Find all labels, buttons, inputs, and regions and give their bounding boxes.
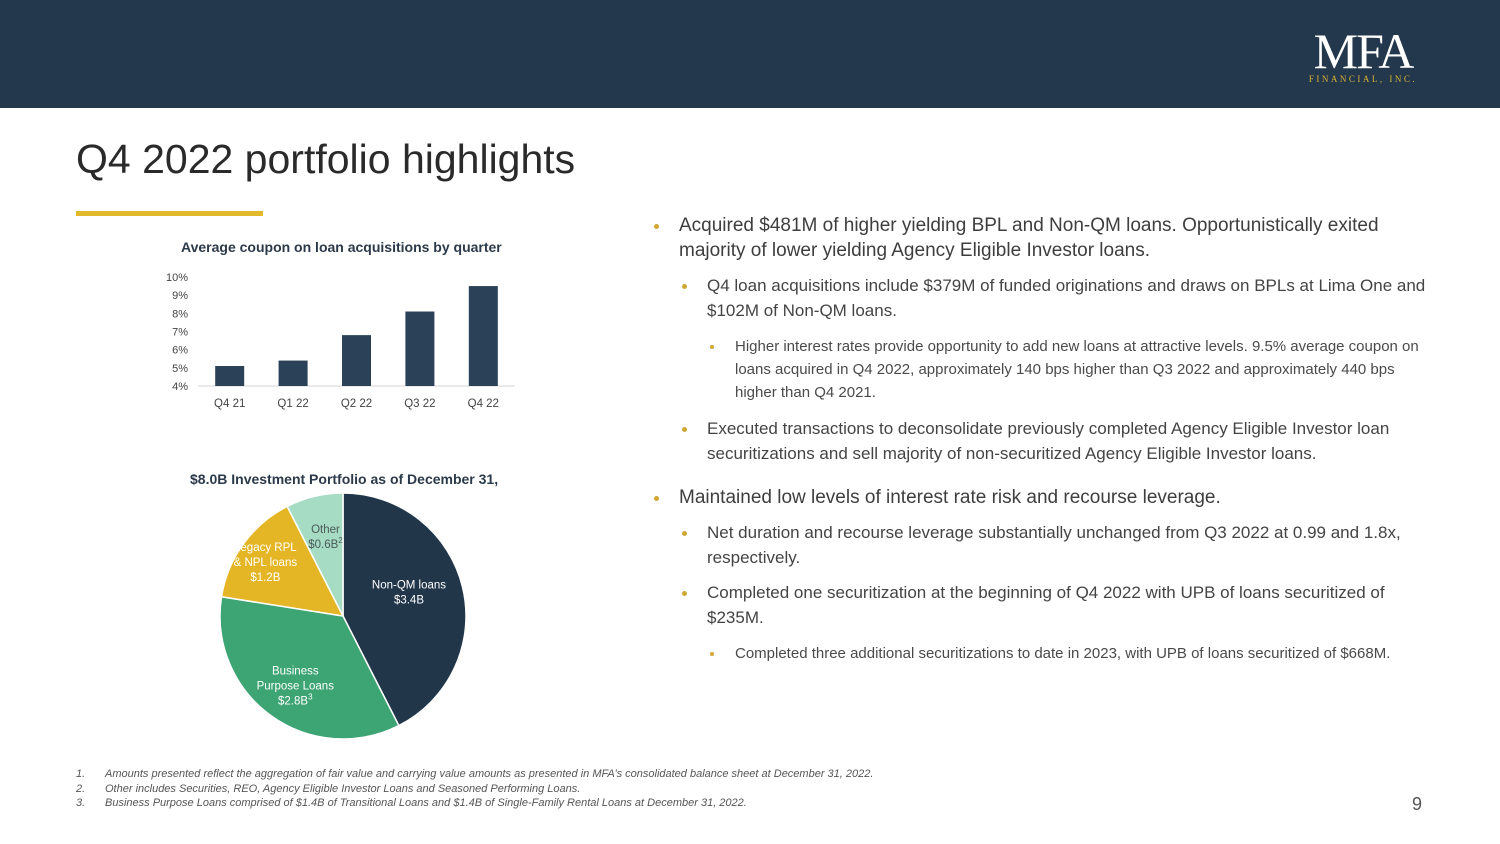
bar-q4-22 xyxy=(468,286,498,386)
footnote: 2. Other includes Securities, REO, Agency… xyxy=(76,782,1076,797)
y-tick-label: 9% xyxy=(172,290,188,302)
x-tick-label: Q4 22 xyxy=(468,398,499,410)
x-tick-label: Q1 22 xyxy=(277,398,308,410)
pie-value-label: $3.4B xyxy=(394,594,424,606)
footnote-text: Amounts presented reflect the aggregatio… xyxy=(105,768,874,780)
highlights-list: Acquired $481M of higher yielding BPL an… xyxy=(652,213,1432,665)
pie-chart-title: $8.0B Investment Portfolio as of Decembe… xyxy=(190,471,499,487)
x-tick-label: Q2 22 xyxy=(341,398,372,410)
x-tick-label: Q3 22 xyxy=(404,398,435,410)
logo-wordmark: MFA xyxy=(1313,23,1415,79)
footnote-number: 2. xyxy=(76,782,86,795)
pie-slice-label: Non-QM loans xyxy=(372,579,446,591)
pie-slice-label: Other xyxy=(311,524,340,536)
bullet-level-1: Maintained low levels of interest rate r… xyxy=(652,485,1432,510)
pie-slice-label: Business xyxy=(272,666,319,678)
portfolio-pie-chart: Non-QM loans $3.4B Business Purpose Loans$2… xyxy=(219,492,467,740)
bullet-level-3: Completed three additional securitizatio… xyxy=(708,642,1432,665)
bar-q1-22 xyxy=(278,360,308,386)
footnote-marker: 2 xyxy=(338,536,343,545)
footnote-text: Business Purpose Loans comprised of $1.4… xyxy=(105,797,747,809)
pie-slice-business-purpose-loans xyxy=(219,595,400,740)
footnote-number: 1. xyxy=(76,768,86,780)
logo-subtitle: FINANCIAL, INC. xyxy=(1308,74,1418,84)
footnote-text: Other includes Securities, REO, Agency E… xyxy=(105,782,581,795)
pie-value-label: $2.8B3 xyxy=(278,693,313,708)
bar-q3-22 xyxy=(405,311,435,386)
pie-slice-label: Purpose Loans xyxy=(257,681,335,693)
bar-q4-21 xyxy=(215,366,245,386)
x-tick-label: Q4 21 xyxy=(214,398,245,410)
pie-value-label: $1.2B xyxy=(250,572,280,584)
y-tick-label: 7% xyxy=(172,327,188,339)
bullet-level-2: Executed transactions to deconsolidate p… xyxy=(680,416,1432,466)
y-tick-label: 5% xyxy=(172,363,188,375)
y-tick-label: 10% xyxy=(166,272,188,284)
footnotes: 1. Amounts presented reflect the aggregat… xyxy=(76,767,1076,811)
pie-slice-label: Legacy RPL xyxy=(234,542,297,554)
bar-q2-22 xyxy=(342,335,371,386)
footnote: 1. Amounts presented reflect the aggregat… xyxy=(76,767,1076,782)
pie-slice-other xyxy=(286,492,344,617)
coupon-bar-chart: 4% 5% 6% 7% 8% 9% 10% Q4 21 Q1 22 Q2 22 Q3 22 Q4 22 xyxy=(166,272,515,410)
bullet-level-2: Completed one securitization at the begi… xyxy=(680,580,1432,630)
footnote-number: 3. xyxy=(76,797,86,809)
bullet-level-2: Net duration and recourse leverage subst… xyxy=(680,520,1432,570)
footnote-marker: 3 xyxy=(308,693,313,702)
mfa-logo: MFA FINANCIAL, INC. xyxy=(1296,26,1430,90)
bullet-level-3: Higher interest rates provide opportunit… xyxy=(708,335,1432,404)
bullet-level-2: Q4 loan acquisitions include $379M of fu… xyxy=(680,273,1432,323)
y-tick-label: 6% xyxy=(172,345,188,357)
header-band: MFA FINANCIAL, INC. xyxy=(0,0,1500,108)
pie-slice-legacy-rpl-npl-loans xyxy=(220,505,345,617)
page-title: Q4 2022 portfolio highlights xyxy=(76,136,576,182)
footnote: 3. Business Purpose Loans comprised of $1… xyxy=(76,796,1076,811)
page-number: 9 xyxy=(1411,794,1422,814)
pie-value-label: $0.6B2 xyxy=(308,536,343,551)
title-underline xyxy=(76,211,263,216)
bar-chart-title: Average coupon on loan acquisitions by q… xyxy=(181,239,502,255)
pie-slice-non-qm-loans xyxy=(342,492,467,727)
y-tick-label: 8% xyxy=(172,308,188,320)
bullet-level-1: Acquired $481M of higher yielding BPL an… xyxy=(652,213,1432,263)
y-tick-label: 4% xyxy=(172,381,188,393)
pie-slice-label: & NPL loans xyxy=(234,557,298,569)
